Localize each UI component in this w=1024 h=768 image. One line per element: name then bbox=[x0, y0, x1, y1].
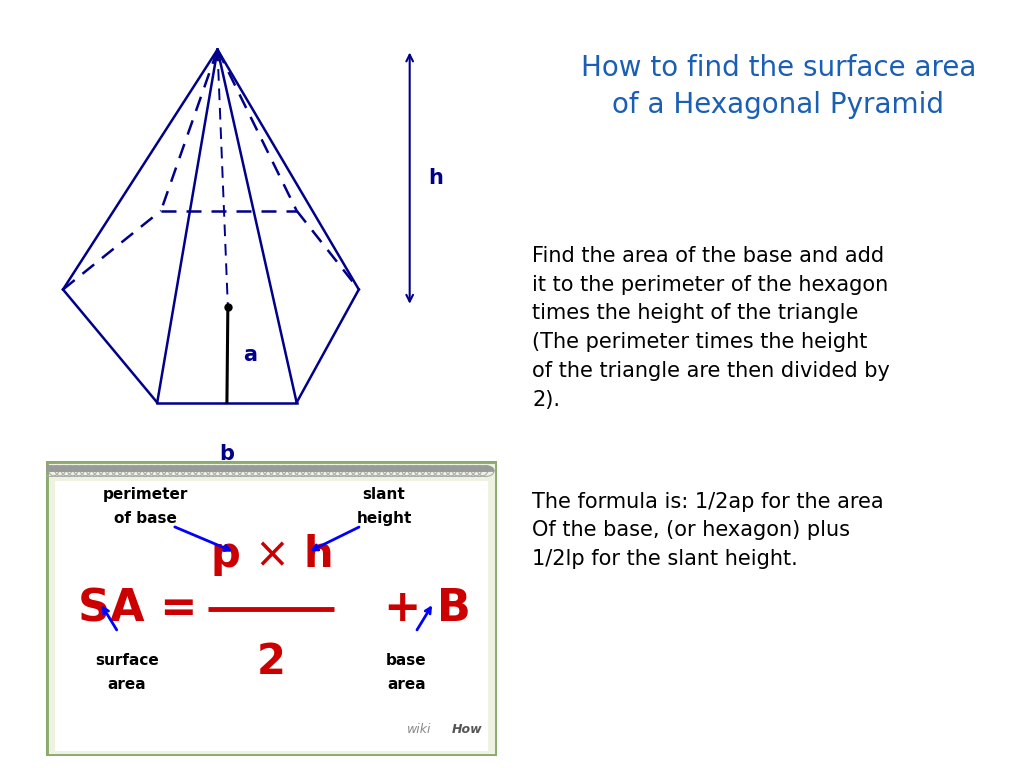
Wedge shape bbox=[49, 466, 65, 471]
Wedge shape bbox=[175, 466, 191, 471]
Wedge shape bbox=[93, 466, 110, 471]
Wedge shape bbox=[74, 466, 90, 471]
Wedge shape bbox=[131, 466, 147, 471]
Wedge shape bbox=[238, 466, 254, 471]
Wedge shape bbox=[313, 466, 330, 471]
Wedge shape bbox=[219, 466, 236, 471]
Wedge shape bbox=[465, 466, 481, 471]
Wedge shape bbox=[357, 466, 374, 471]
Wedge shape bbox=[213, 466, 229, 471]
Wedge shape bbox=[383, 466, 399, 471]
Wedge shape bbox=[251, 466, 267, 471]
Wedge shape bbox=[371, 466, 387, 471]
Wedge shape bbox=[453, 466, 469, 471]
Wedge shape bbox=[377, 466, 393, 471]
Text: Find the area of the base and add
it to the perimeter of the hexagon
times the h: Find the area of the base and add it to … bbox=[532, 246, 890, 410]
Text: base: base bbox=[386, 653, 427, 668]
Text: wiki: wiki bbox=[407, 723, 431, 736]
Wedge shape bbox=[321, 466, 336, 471]
Wedge shape bbox=[440, 466, 456, 471]
Wedge shape bbox=[307, 466, 324, 471]
Wedge shape bbox=[289, 466, 305, 471]
Text: slant: slant bbox=[362, 488, 406, 502]
Text: + B: + B bbox=[384, 588, 471, 630]
Wedge shape bbox=[156, 466, 172, 471]
Wedge shape bbox=[187, 466, 204, 471]
Wedge shape bbox=[295, 466, 311, 471]
Wedge shape bbox=[257, 466, 273, 471]
Wedge shape bbox=[143, 466, 160, 471]
Wedge shape bbox=[275, 466, 292, 471]
Wedge shape bbox=[68, 466, 84, 471]
Text: a: a bbox=[243, 345, 257, 365]
Text: b: b bbox=[219, 444, 234, 464]
Wedge shape bbox=[200, 466, 216, 471]
Wedge shape bbox=[283, 466, 298, 471]
Wedge shape bbox=[87, 466, 102, 471]
Wedge shape bbox=[459, 466, 475, 471]
Text: SA =: SA = bbox=[78, 588, 197, 630]
Text: area: area bbox=[387, 677, 426, 692]
Wedge shape bbox=[263, 466, 280, 471]
Wedge shape bbox=[351, 466, 368, 471]
Wedge shape bbox=[118, 466, 134, 471]
Wedge shape bbox=[301, 466, 317, 471]
Text: How to find the surface area
of a Hexagonal Pyramid: How to find the surface area of a Hexago… bbox=[581, 54, 976, 118]
Text: How: How bbox=[452, 723, 482, 736]
Text: perimeter: perimeter bbox=[102, 488, 187, 502]
Text: 2: 2 bbox=[257, 641, 286, 683]
Wedge shape bbox=[99, 466, 116, 471]
Wedge shape bbox=[207, 466, 222, 471]
Wedge shape bbox=[389, 466, 406, 471]
Wedge shape bbox=[446, 466, 463, 471]
Wedge shape bbox=[42, 466, 58, 471]
Wedge shape bbox=[327, 466, 343, 471]
Wedge shape bbox=[181, 466, 198, 471]
Wedge shape bbox=[402, 466, 418, 471]
Wedge shape bbox=[478, 466, 494, 471]
Wedge shape bbox=[112, 466, 128, 471]
Text: area: area bbox=[108, 677, 146, 692]
Wedge shape bbox=[345, 466, 361, 471]
Text: p $\times$ h: p $\times$ h bbox=[210, 532, 333, 578]
Wedge shape bbox=[231, 466, 248, 471]
Wedge shape bbox=[427, 466, 443, 471]
Wedge shape bbox=[194, 466, 210, 471]
Text: h: h bbox=[428, 168, 443, 188]
Wedge shape bbox=[61, 466, 78, 471]
Wedge shape bbox=[409, 466, 425, 471]
Wedge shape bbox=[55, 466, 72, 471]
Wedge shape bbox=[395, 466, 412, 471]
Wedge shape bbox=[125, 466, 140, 471]
Wedge shape bbox=[169, 466, 185, 471]
Wedge shape bbox=[137, 466, 154, 471]
Wedge shape bbox=[421, 466, 437, 471]
Wedge shape bbox=[225, 466, 242, 471]
Text: The formula is: 1/2ap for the area
Of the base, (or hexagon) plus
1/2lp for the : The formula is: 1/2ap for the area Of th… bbox=[532, 492, 884, 569]
Wedge shape bbox=[339, 466, 355, 471]
Wedge shape bbox=[433, 466, 450, 471]
Wedge shape bbox=[415, 466, 431, 471]
Text: height: height bbox=[356, 511, 412, 526]
Wedge shape bbox=[80, 466, 96, 471]
Wedge shape bbox=[163, 466, 178, 471]
Wedge shape bbox=[245, 466, 260, 471]
Text: surface: surface bbox=[95, 653, 159, 668]
Wedge shape bbox=[150, 466, 166, 471]
Wedge shape bbox=[471, 466, 487, 471]
Wedge shape bbox=[269, 466, 286, 471]
Wedge shape bbox=[105, 466, 122, 471]
Wedge shape bbox=[365, 466, 380, 471]
Wedge shape bbox=[333, 466, 349, 471]
Text: of base: of base bbox=[114, 511, 177, 526]
